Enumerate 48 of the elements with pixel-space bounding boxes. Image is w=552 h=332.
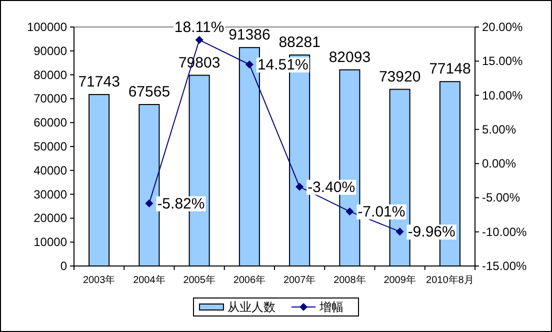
legend-label: 从业人数: [228, 300, 276, 314]
y-tick-label: 70000: [34, 92, 68, 106]
x-tick-label: 2008年: [334, 274, 366, 286]
data-label: 18.11%: [174, 18, 224, 36]
y2-tick-label: 15.00%: [482, 54, 524, 68]
x-tick-label: 2010年8月: [426, 274, 474, 286]
point: [396, 228, 404, 236]
x-tick-label: 2005年: [183, 274, 216, 286]
x-tick-label: 2007年: [283, 274, 316, 286]
y2-tick-label: 0.00%: [482, 156, 516, 171]
y-tick-label: 80000: [34, 68, 68, 82]
y-tick-label: 10000: [34, 235, 68, 250]
point: [346, 207, 354, 216]
data-label: 88281: [278, 34, 320, 52]
data-label: -9.96%: [408, 224, 456, 241]
data-label: -5.82%: [157, 195, 205, 212]
y-tick-label: 40000: [34, 163, 68, 178]
y2-tick-label: -10.00%: [482, 224, 528, 239]
data-label: 14.51%: [257, 56, 308, 74]
data-label: -3.40%: [308, 178, 356, 196]
x-tick-label: 2003年: [82, 274, 116, 286]
y-tick-label: 20000: [34, 211, 68, 226]
data-label: 67565: [128, 84, 170, 101]
y2-tick-label: 10.00%: [482, 88, 524, 102]
y2-tick-label: 5.00%: [482, 122, 516, 136]
point: [296, 182, 304, 191]
y-tick-label: 30000: [34, 187, 68, 202]
y-tick-label: 50000: [34, 140, 68, 154]
legend-label: 增幅: [318, 300, 344, 314]
x-tick-label: 2004年: [133, 274, 166, 286]
y-tick-label: 0: [60, 259, 68, 273]
y2-tick-label: 20.00%: [482, 20, 524, 34]
y-tick-label: 60000: [34, 116, 68, 130]
y-tick-label: 100000: [26, 20, 68, 34]
point: [195, 36, 204, 44]
point: [245, 60, 254, 68]
y2-tick-label: -5.00%: [482, 190, 520, 205]
y-tick-label: 90000: [34, 44, 68, 58]
data-label: -7.01%: [358, 203, 406, 220]
data-label: 91386: [228, 26, 270, 44]
data-label: 82093: [328, 48, 371, 66]
data-label: 71743: [78, 74, 120, 91]
data-label: 77148: [429, 60, 471, 78]
x-tick-label: 2009年: [384, 274, 416, 286]
point: [145, 199, 154, 208]
y2-tick-label: -15.00%: [482, 259, 528, 273]
x-tick-label: 2006年: [233, 274, 266, 286]
data-label: 73920: [378, 68, 421, 86]
